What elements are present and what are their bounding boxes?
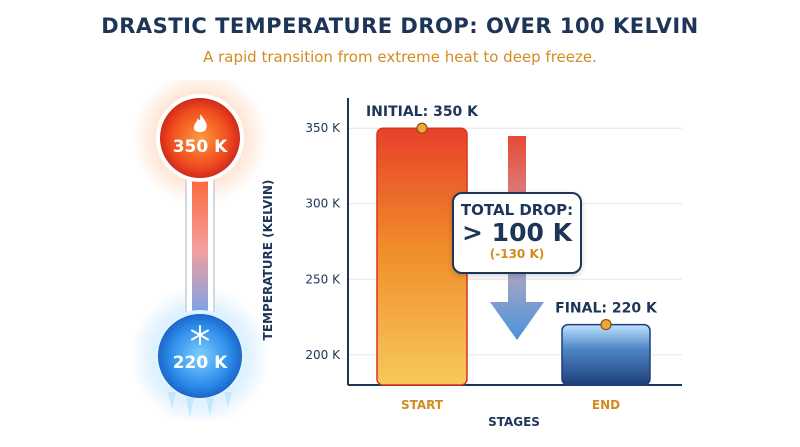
y-tick-label: 350 K — [305, 121, 341, 135]
callout-delta: (-130 K) — [489, 247, 545, 261]
x-tick-label: START — [401, 398, 444, 412]
callout-title: TOTAL DROP: — [460, 201, 574, 219]
cold-temperature-label: 220 K — [173, 353, 228, 373]
snowflake-icon — [191, 325, 209, 345]
y-tick-label: 200 K — [305, 348, 341, 362]
icicles — [168, 392, 232, 418]
bar-top-marker — [416, 122, 428, 134]
x-tick-label: END — [592, 398, 620, 412]
chart-title: Drastic Temperature Drop: Over 100 Kelvi… — [101, 14, 699, 38]
y-tick-label: 250 K — [305, 272, 341, 286]
y-ticks: 200 K 250 K 300 K 350 K — [305, 121, 341, 362]
callout-value: > 100 K — [462, 218, 572, 247]
bar-top-marker — [600, 318, 612, 331]
y-tick-label: 300 K — [305, 197, 341, 211]
bar-end — [561, 323, 651, 386]
cold-bulb — [154, 310, 246, 402]
chart-subtitle: A rapid transition from extreme heat to … — [203, 48, 597, 66]
total-drop-callout: TOTAL DROP: > 100 K (-130 K) — [452, 192, 582, 274]
thermometer-illustration: 350 K 220 K — [130, 80, 270, 420]
data-label: FINAL: 220 K — [555, 301, 658, 317]
hot-temperature-label: 350 K — [173, 137, 228, 157]
x-axis-title: STAGES — [488, 415, 540, 429]
data-label: INITIAL: 350 K — [366, 104, 479, 120]
hot-bulb — [156, 94, 244, 182]
flame-icon — [193, 114, 207, 132]
